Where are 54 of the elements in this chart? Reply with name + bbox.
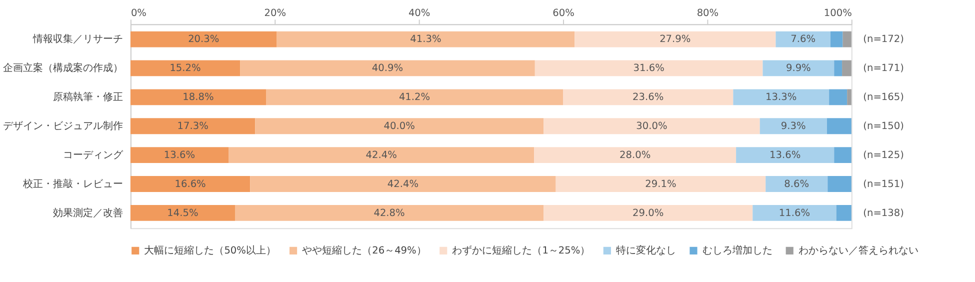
data-label: 40.9%	[372, 63, 404, 74]
data-label: 13.3%	[766, 92, 797, 104]
legend-label: わからない／答えられない	[798, 244, 918, 257]
data-label: 11.6%	[778, 208, 810, 219]
data-label: 17.3%	[177, 121, 208, 132]
data-label: 20.3%	[188, 34, 220, 46]
y-tick-label: 企画立案（構成案の作成）	[3, 62, 124, 74]
x-tick-label: 40%	[408, 8, 430, 19]
data-label: 27.9%	[660, 34, 691, 46]
y-tick-label: コーディング	[63, 150, 124, 161]
text: (n=138)	[863, 208, 904, 219]
x-tick-label: 100%	[824, 8, 852, 19]
data-label: 8.6%	[784, 178, 810, 190]
data-label: 9.3%	[780, 121, 806, 132]
legend-label: 大幅に短縮した（50%以上）	[144, 244, 276, 257]
data-label: 13.6%	[164, 150, 196, 161]
x-tick-label: 60%	[552, 8, 574, 19]
data-label: 42.4%	[366, 150, 397, 161]
data-label: 31.6%	[633, 63, 664, 74]
data-label: 41.2%	[398, 92, 430, 104]
x-tick-label: 20%	[264, 8, 286, 19]
data-label: 14.5%	[167, 208, 198, 219]
data-label: 16.6%	[174, 178, 206, 190]
text: (n=172)	[863, 34, 904, 46]
y-tick-label: 原稿執筆・修正	[53, 91, 124, 104]
text: (n=171)	[863, 63, 904, 74]
data-label: 13.6%	[770, 150, 801, 161]
legend-label: やや短縮した（26～49%）	[302, 244, 426, 257]
data-label: 42.8%	[374, 208, 405, 219]
x-tick-label: 0%	[130, 8, 146, 19]
data-label: 9.9%	[786, 63, 811, 74]
y-tick-label: 情報収集／リサーチ	[32, 33, 124, 46]
data-label: 7.6%	[790, 34, 816, 46]
data-label: 30.0%	[636, 121, 668, 132]
x-tick-label: 80%	[696, 8, 719, 19]
y-tick-label: 効果測定／改善	[53, 206, 124, 219]
data-label: 15.2%	[170, 63, 201, 74]
data-label: 42.4%	[387, 178, 419, 190]
data-label: 18.8%	[182, 92, 214, 104]
data-label: 23.6%	[632, 92, 664, 104]
text: (n=125)	[863, 150, 904, 161]
text: (n=165)	[863, 92, 904, 104]
legend-label: 特に変化なし	[616, 244, 676, 257]
y-tick-label: 校正・推敲・レビュー	[22, 178, 124, 190]
legend-label: わずかに短縮した（1～25%）	[452, 244, 590, 257]
data-label: 40.0%	[384, 121, 415, 132]
data-label: 41.3%	[410, 34, 442, 46]
data-label: 29.1%	[645, 178, 676, 190]
data-label: 29.0%	[632, 208, 664, 219]
y-tick-label: デザイン・ビジュアル制作	[3, 120, 124, 132]
text: (n=151)	[863, 178, 904, 190]
text: (n=150)	[863, 121, 904, 132]
data-label: 28.0%	[620, 150, 651, 161]
legend-label: むしろ増加した	[702, 244, 772, 257]
